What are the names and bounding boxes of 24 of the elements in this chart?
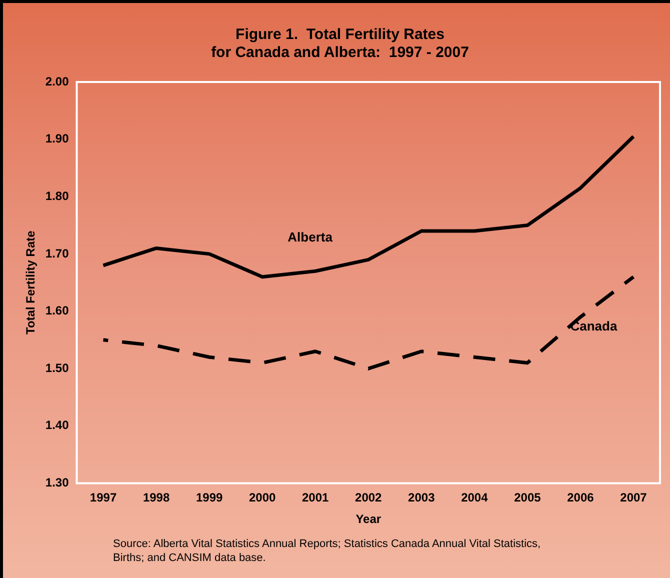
y-tick-label: 1.90 <box>45 132 70 146</box>
y-axis-title: Total Fertility Rate <box>24 230 38 334</box>
y-tick-label: 2.00 <box>45 74 70 88</box>
x-tick-label: 2007 <box>620 490 648 505</box>
x-tick-label: 2004 <box>461 490 488 505</box>
x-tick-label: 2001 <box>302 490 330 505</box>
y-tick-label: 1.80 <box>45 188 70 203</box>
x-tick-label: 1999 <box>196 490 223 505</box>
y-tick-label: 1.30 <box>45 476 70 490</box>
x-tick-label: 2006 <box>567 490 594 505</box>
y-tick-label: 1.60 <box>45 304 70 318</box>
x-axis-title: Year <box>356 512 382 526</box>
series-label: Alberta <box>288 229 334 244</box>
x-tick-label: 1997 <box>90 490 117 505</box>
source-note: Source: Alberta Vital Statistics Annual Reports; Statistics Canada Annual Vital Statistics, Births; and CANSIM data base. <box>113 537 541 565</box>
x-tick-label: 1998 <box>142 490 170 505</box>
y-tick-label: 1.40 <box>45 418 70 432</box>
chart-title: Figure 1. Total Fertility Rates for Canada and Alberta: 1997 - 2007 <box>211 26 469 62</box>
x-tick-label: 2005 <box>514 490 542 505</box>
x-tick-label: 2002 <box>355 490 382 505</box>
y-tick-label: 1.50 <box>45 360 70 375</box>
x-tick-label: 2000 <box>248 490 276 505</box>
y-tick-label: 1.70 <box>45 246 70 260</box>
x-tick-label: 2003 <box>408 490 436 505</box>
